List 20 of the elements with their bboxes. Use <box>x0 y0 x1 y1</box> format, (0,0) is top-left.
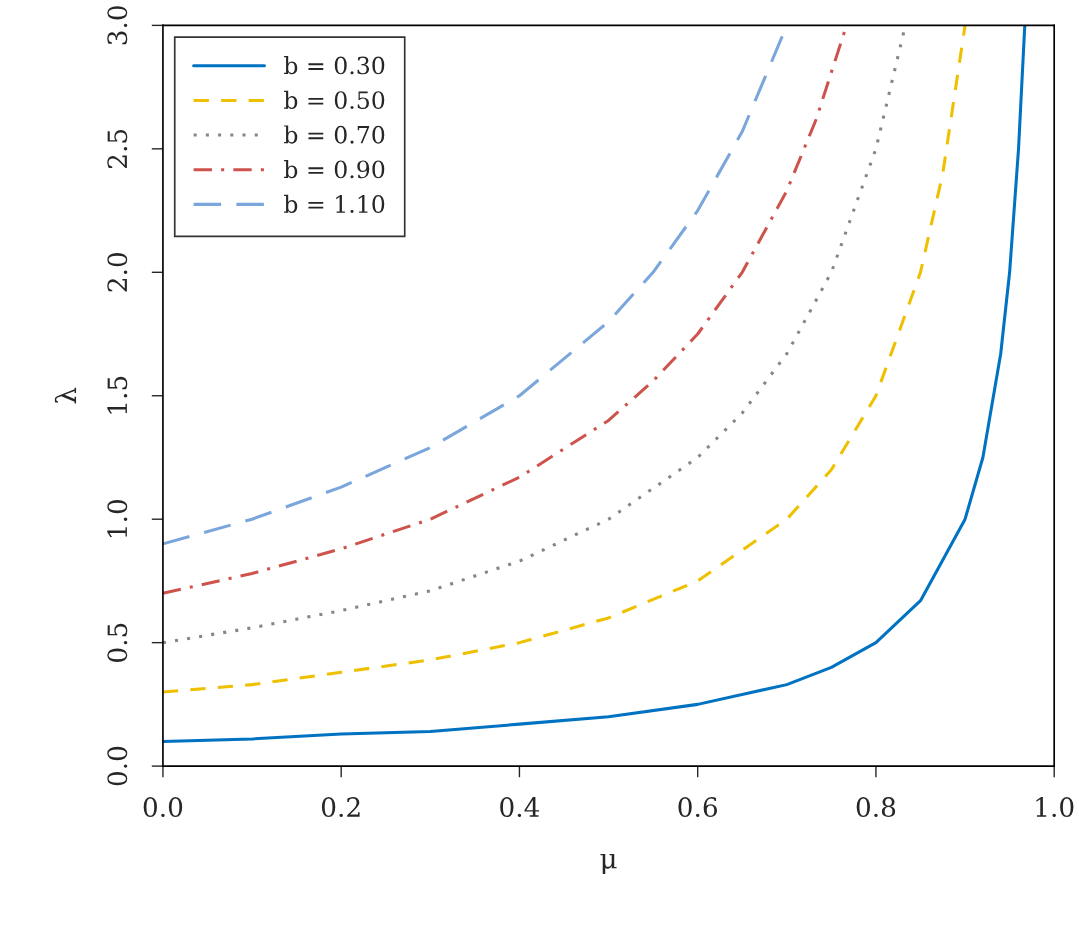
y-axis-title: λ <box>54 387 77 404</box>
x-tick-label: 1.0 <box>1036 797 1074 818</box>
legend-label: b = 1.10 <box>284 194 385 213</box>
x-tick-label: 0.2 <box>321 797 360 818</box>
y-tick-label: 2.0 <box>107 253 128 292</box>
x-tick-label: 0.0 <box>143 797 183 818</box>
x-tick-label: 0.8 <box>856 797 896 818</box>
y-tick-label: 2.5 <box>107 129 128 169</box>
x-axis-title: μ <box>600 853 617 875</box>
legend-label: b = 0.50 <box>284 90 385 110</box>
y-tick-label: 3.0 <box>107 6 128 45</box>
y-tick-label: 0.0 <box>107 746 128 786</box>
x-tick-label: 0.6 <box>678 797 717 818</box>
y-tick-label: 1.0 <box>107 499 128 537</box>
legend-label: b = 0.70 <box>284 125 385 144</box>
legend-label: b = 0.90 <box>284 160 385 179</box>
y-tick-label: 1.5 <box>107 376 128 414</box>
legend-label: b = 0.30 <box>284 56 385 75</box>
x-tick-label: 0.4 <box>500 797 540 818</box>
y-tick-label: 0.5 <box>107 623 128 662</box>
